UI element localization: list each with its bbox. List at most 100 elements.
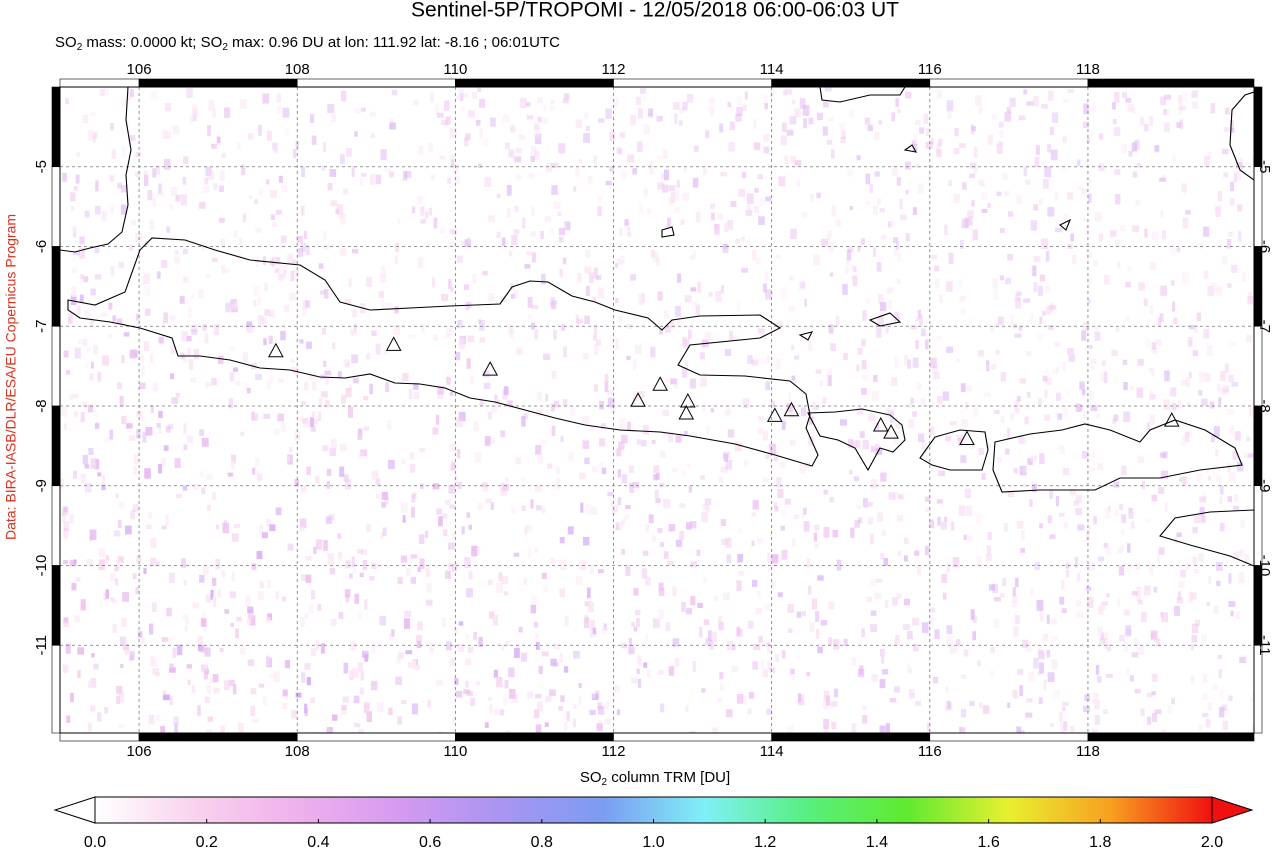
- noise-pixel: [866, 200, 870, 205]
- noise-pixel: [1062, 362, 1067, 372]
- noise-pixel: [1051, 636, 1058, 641]
- noise-pixel: [791, 344, 795, 350]
- coast-islands: [661, 144, 1072, 341]
- noise-pixel: [719, 684, 724, 691]
- noise-pixel: [1038, 198, 1043, 205]
- noise-pixel: [240, 431, 244, 436]
- noise-pixel: [224, 107, 231, 118]
- noise-pixel: [370, 133, 375, 138]
- noise-pixel: [275, 257, 281, 265]
- noise-pixel: [987, 545, 991, 556]
- noise-pixel: [981, 191, 988, 200]
- noise-pixel: [780, 135, 787, 146]
- noise-pixel: [1063, 522, 1068, 529]
- noise-pixel: [696, 549, 701, 556]
- noise-pixel: [550, 558, 555, 565]
- noise-pixel: [210, 589, 214, 600]
- noise-pixel: [764, 271, 769, 282]
- noise-pixel: [1049, 304, 1057, 310]
- noise-pixel: [439, 227, 445, 234]
- noise-pixel: [876, 262, 882, 272]
- noise-pixel: [109, 175, 115, 182]
- noise-pixel: [609, 127, 613, 136]
- noise-pixel: [767, 645, 772, 654]
- noise-pixel: [535, 693, 542, 699]
- noise-pixel: [1019, 378, 1027, 384]
- noise-pixel: [802, 212, 808, 218]
- noise-pixel: [774, 506, 779, 512]
- noise-pixel: [690, 521, 697, 529]
- noise-pixel: [815, 369, 822, 374]
- noise-pixel: [349, 641, 357, 651]
- noise-pixel: [1231, 382, 1239, 387]
- noise-pixel: [1219, 388, 1224, 393]
- noise-pixel: [84, 210, 90, 218]
- noise-pixel: [214, 324, 220, 336]
- noise-pixel: [212, 492, 217, 501]
- noise-pixel: [903, 623, 910, 631]
- noise-pixel: [113, 530, 121, 537]
- noise-pixel: [809, 622, 815, 633]
- noise-pixel: [936, 143, 940, 154]
- noise-pixel: [262, 696, 268, 706]
- noise-pixel: [1246, 334, 1252, 343]
- noise-pixel: [1247, 453, 1254, 458]
- noise-pixel: [777, 489, 784, 499]
- noise-pixel: [473, 631, 477, 640]
- volcanoes: [268, 336, 1180, 446]
- noise-pixel: [71, 286, 77, 298]
- noise-pixel: [447, 563, 454, 569]
- noise-pixel: [673, 383, 678, 389]
- noise-pixel: [675, 305, 682, 317]
- noise-pixel: [594, 343, 599, 355]
- noise-pixel: [1115, 193, 1121, 205]
- noise-pixel: [169, 204, 174, 211]
- noise-pixel: [516, 348, 523, 354]
- noise-pixel: [223, 268, 231, 274]
- noise-pixel: [1028, 671, 1035, 682]
- noise-pixel: [999, 275, 1005, 281]
- noise-pixel: [308, 604, 314, 614]
- noise-pixel: [1085, 225, 1089, 236]
- noise-pixel: [102, 89, 109, 95]
- noise-pixel: [938, 395, 943, 406]
- noise-pixel: [1217, 654, 1222, 659]
- noise-pixel: [559, 588, 565, 598]
- noise-pixel: [1239, 548, 1246, 556]
- noise-pixel: [781, 650, 786, 659]
- noise-pixel: [993, 409, 1000, 415]
- noise-pixel: [95, 205, 101, 215]
- noise-pixel: [145, 427, 153, 436]
- frame-segment: [296, 78, 456, 88]
- noise-pixel: [63, 619, 70, 628]
- noise-pixel: [547, 463, 553, 469]
- noise-pixel: [967, 535, 973, 542]
- noise-pixel: [230, 454, 237, 464]
- y-tick-label-left: -11: [33, 635, 50, 656]
- noise-pixel: [236, 616, 242, 622]
- noise-pixel: [404, 618, 410, 629]
- noise-pixel: [389, 632, 393, 641]
- noise-pixel: [161, 457, 166, 467]
- noise-pixel: [647, 208, 651, 215]
- noise-pixel: [873, 205, 878, 215]
- noise-pixel: [326, 481, 330, 489]
- noise-pixel: [379, 615, 386, 626]
- noise-pixel: [130, 510, 135, 520]
- noise-pixel: [1163, 108, 1168, 116]
- noise-pixel: [1033, 204, 1039, 211]
- noise-pixel: [1041, 238, 1049, 250]
- noise-pixel: [579, 472, 586, 480]
- noise-pixel: [636, 668, 640, 674]
- noise-pixel: [508, 326, 514, 334]
- noise-pixel: [102, 355, 109, 366]
- noise-pixel: [205, 473, 213, 480]
- noise-pixel: [1161, 230, 1166, 240]
- noise-pixel: [582, 537, 590, 546]
- noise-pixel: [257, 315, 264, 325]
- noise-pixel: [1041, 104, 1048, 109]
- noise-pixel: [1131, 652, 1139, 658]
- noise-pixel: [251, 563, 257, 570]
- noise-pixel: [690, 287, 697, 292]
- noise-pixel: [808, 436, 814, 446]
